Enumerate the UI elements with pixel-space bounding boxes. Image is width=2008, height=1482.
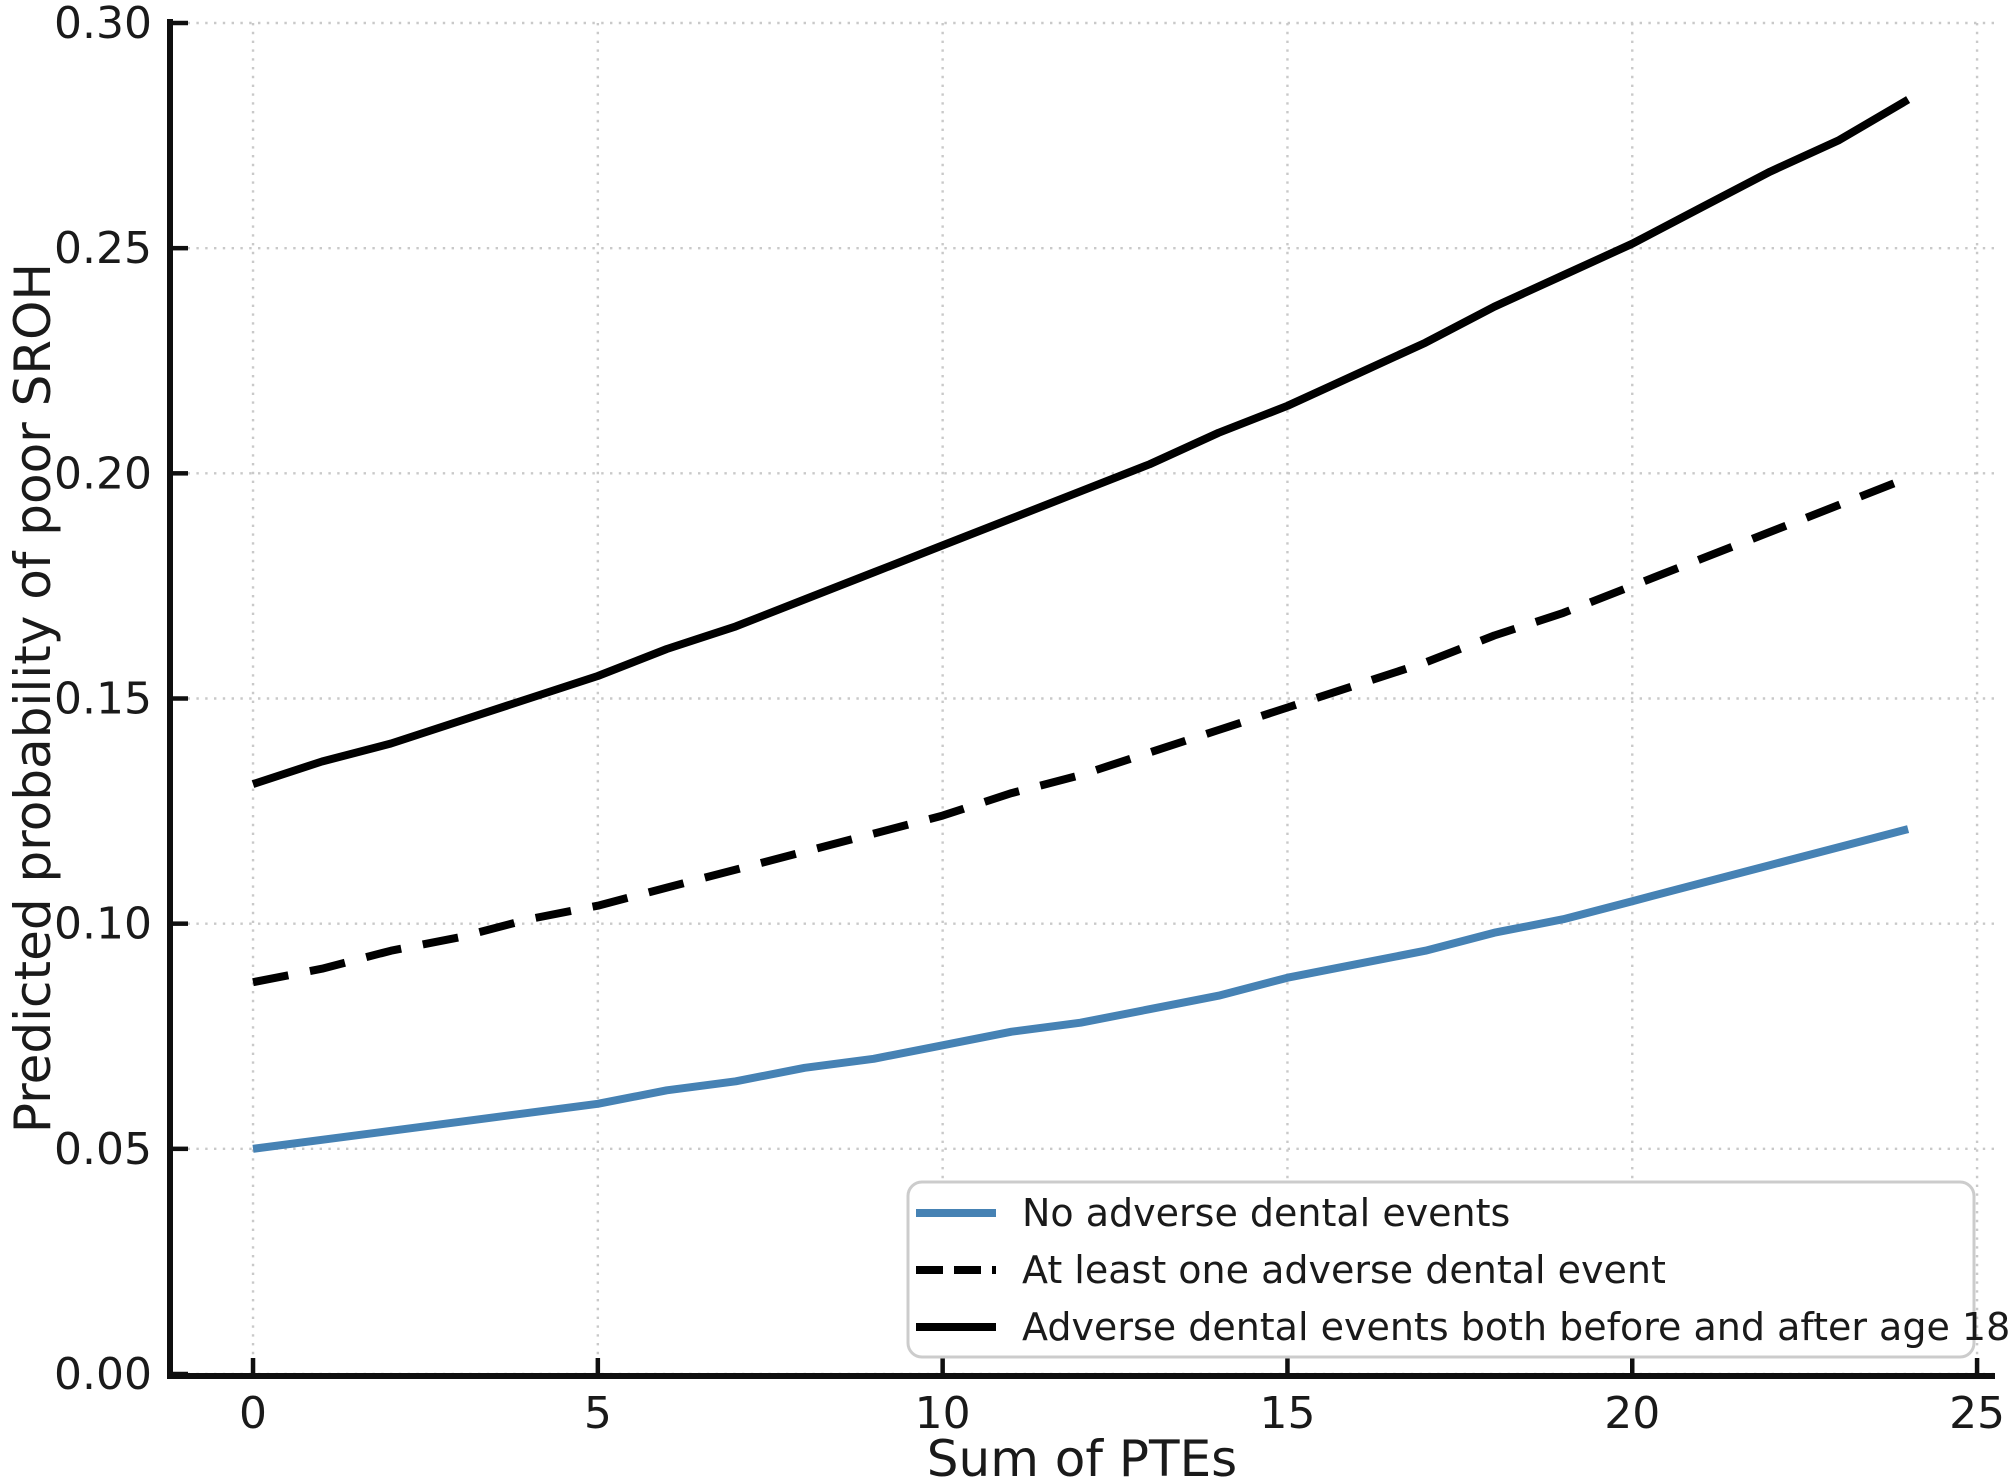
series-line-at-least-one-adverse-dental-event (252, 474, 1910, 987)
series-lines (251, 96, 1911, 1153)
x-tick-label-20: 20 (1604, 1388, 1660, 1439)
series-line-no-adverse-dental-events (252, 825, 1910, 1153)
x-tick-label-10: 10 (915, 1388, 971, 1439)
tick-labels: 0 5 10 15 20 25 0.00 0.05 0.10 0.15 0.20 0.25 0.30 (54, 0, 2005, 1439)
y-tick-label-0.05: 0.05 (54, 1124, 152, 1175)
gridlines (170, 21, 1995, 1376)
y-tick-label-0.25: 0.25 (54, 223, 152, 274)
y-tick-label-0.15: 0.15 (54, 674, 152, 725)
legend-label-no-adverse-dental-events: No adverse dental events (1022, 1191, 1510, 1235)
y-tick-label-0.00: 0.00 (54, 1349, 152, 1400)
y-axis-title: Predicted probability of poor SROH (4, 263, 62, 1133)
legend-label-at-least-one-adverse-dental-event: At least one adverse dental event (1022, 1248, 1666, 1292)
x-axis-title: Sum of PTEs (927, 1430, 1237, 1482)
x-tick-label-25: 25 (1949, 1388, 2005, 1439)
y-tick-label-0.30: 0.30 (54, 0, 152, 49)
y-tick-label-0.20: 0.20 (54, 448, 152, 499)
legend-box (906, 1180, 1976, 1359)
axes (167, 19, 1995, 1379)
series-line-adverse-dental-events-both-before-and-after-age-18 (251, 96, 1911, 788)
legend: No adverse dental events At least one adv… (906, 1180, 2008, 1359)
x-tick-label-0: 0 (239, 1388, 267, 1439)
legend-label-adverse-dental-events-both-before-and-after-age-18: Adverse dental events both before and af… (1022, 1305, 2008, 1349)
x-tick-label-5: 5 (584, 1388, 612, 1439)
y-tick-label-0.10: 0.10 (54, 899, 152, 950)
x-tick-label-15: 15 (1259, 1388, 1315, 1439)
